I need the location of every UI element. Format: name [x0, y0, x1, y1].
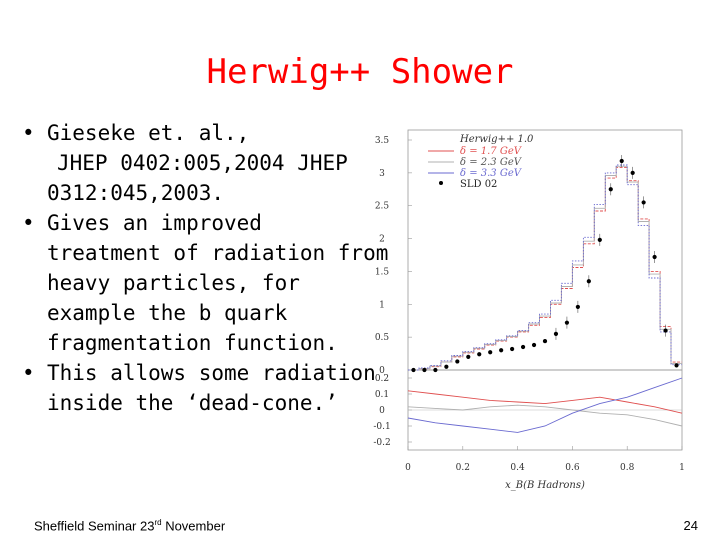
data-point: [630, 170, 635, 175]
ratio-y-tick-label: 0: [379, 406, 385, 416]
ratio-line: [407, 404, 683, 427]
legend-entry: δ = 1.7 GeV: [460, 146, 523, 157]
ratio-y-tick-label: -0.1: [373, 422, 390, 432]
slide-title: Herwig++ Shower: [206, 52, 514, 92]
main-y-tick-label: 0: [379, 366, 385, 376]
data-point: [674, 363, 679, 368]
data-point: [542, 338, 548, 344]
bullet-line: fragmentation function.: [47, 331, 338, 355]
footer-event-suffix: rd: [154, 518, 162, 527]
bullet-line: Gieseke et. al.,: [47, 121, 250, 145]
bullet-line: JHEP 0402:005,2004 JHEP: [57, 151, 348, 175]
data-point: [499, 348, 504, 353]
data-point: [477, 352, 482, 357]
fragmentation-chart: 00.511.522.533.5 0.20.10-0.1-0.2 0 0.2 0.4…: [373, 129, 685, 491]
main-y-tick-label: 0.5: [375, 333, 390, 343]
ratio-y-tick-label: -0.2: [373, 438, 390, 448]
x-tick-label: 0: [405, 463, 411, 473]
data-point: [510, 346, 515, 352]
data-point: [444, 364, 449, 369]
data-point: [520, 344, 526, 350]
bullet-line: 0312:045,2003.: [47, 181, 225, 205]
x-tick-label: 0.6: [565, 463, 580, 473]
bullet-line: example the b quark: [47, 301, 288, 325]
bullet-line: This allows some radiation: [47, 361, 376, 385]
page-number: 24: [683, 518, 698, 533]
model-step-line: [408, 165, 682, 371]
legend-entry: δ = 3.3 GeV: [460, 168, 523, 179]
main-y-tick-label: 1.5: [375, 267, 390, 277]
data-point: [663, 328, 668, 333]
data-point: [641, 200, 646, 205]
bullet-dot-icon: •: [22, 121, 35, 145]
legend-title: Herwig++ 1.0: [459, 134, 534, 145]
ratio-y-tick-label: 0.2: [375, 374, 389, 384]
data-point: [433, 367, 438, 373]
footer-event-tail: November: [161, 518, 226, 534]
data-point: [553, 331, 559, 336]
legend-marker: [439, 181, 443, 185]
data-point: [411, 367, 416, 373]
data-point: [619, 158, 624, 164]
main-y-tick-label: 3: [379, 169, 385, 179]
x-tick-label: 0.8: [620, 463, 635, 473]
footer-event: Sheffield Seminar 23rd November: [34, 518, 225, 533]
data-point: [488, 350, 493, 355]
bullet-item: • Gives an improved treatment of radiati…: [22, 208, 389, 358]
fragmentation-figure: 0 0.5 1 1.5 2 2.5 3 3.5 0.2 0.1 0 -0.1 -0.2 0 0.2 0.4…: [368, 125, 698, 495]
main-panel-frame: [407, 129, 683, 371]
x-tick-label: 0.2: [456, 463, 470, 473]
model-step-line: [408, 167, 682, 371]
main-y-tick-label: 3.5: [375, 136, 390, 146]
data-point: [466, 354, 471, 359]
bullet-item: • Gieseke et. al., JHEP 0402:005,2004 JH…: [22, 118, 382, 208]
main-y-tick-label: 2: [379, 235, 385, 245]
model-step-line: [408, 164, 682, 371]
bullet-dot-icon: •: [22, 361, 35, 385]
data-point: [608, 187, 613, 192]
main-y-tick-label: 2.5: [375, 202, 390, 212]
x-axis-label: x_B(B Hadrons): [505, 480, 585, 491]
data-point: [652, 254, 657, 260]
data-point: [455, 359, 460, 364]
ratio-line: [407, 390, 683, 414]
data-point: [531, 342, 537, 348]
legend-entry: δ = 2.3 GeV: [460, 157, 523, 168]
main-y-tick-label: 1: [379, 300, 385, 310]
footer-event-main: Sheffield Seminar 23: [34, 518, 155, 534]
x-tick-label: 1: [679, 463, 685, 473]
ratio-line: [407, 377, 683, 433]
bullet-item: • This allows some radiation inside the …: [22, 358, 382, 418]
bullet-dot-icon: •: [22, 211, 35, 235]
bullet-list: • Gieseke et. al., JHEP 0402:005,2004 JH…: [22, 118, 389, 418]
data-point: [422, 367, 427, 373]
data-point: [597, 237, 602, 242]
ratio-y-tick-label: 0.1: [375, 390, 389, 400]
bullet-line: treatment of radiation from: [47, 241, 389, 265]
x-tick-label: 0.4: [510, 463, 525, 473]
data-point: [564, 320, 570, 325]
data-point: [586, 279, 591, 284]
bullet-line: Gives an improved: [47, 211, 262, 235]
data-point: [575, 304, 580, 310]
legend-entry: SLD 02: [460, 179, 497, 190]
bullet-line: inside the ‘dead-cone.’: [47, 391, 338, 415]
bullet-line: heavy particles, for: [47, 271, 300, 295]
